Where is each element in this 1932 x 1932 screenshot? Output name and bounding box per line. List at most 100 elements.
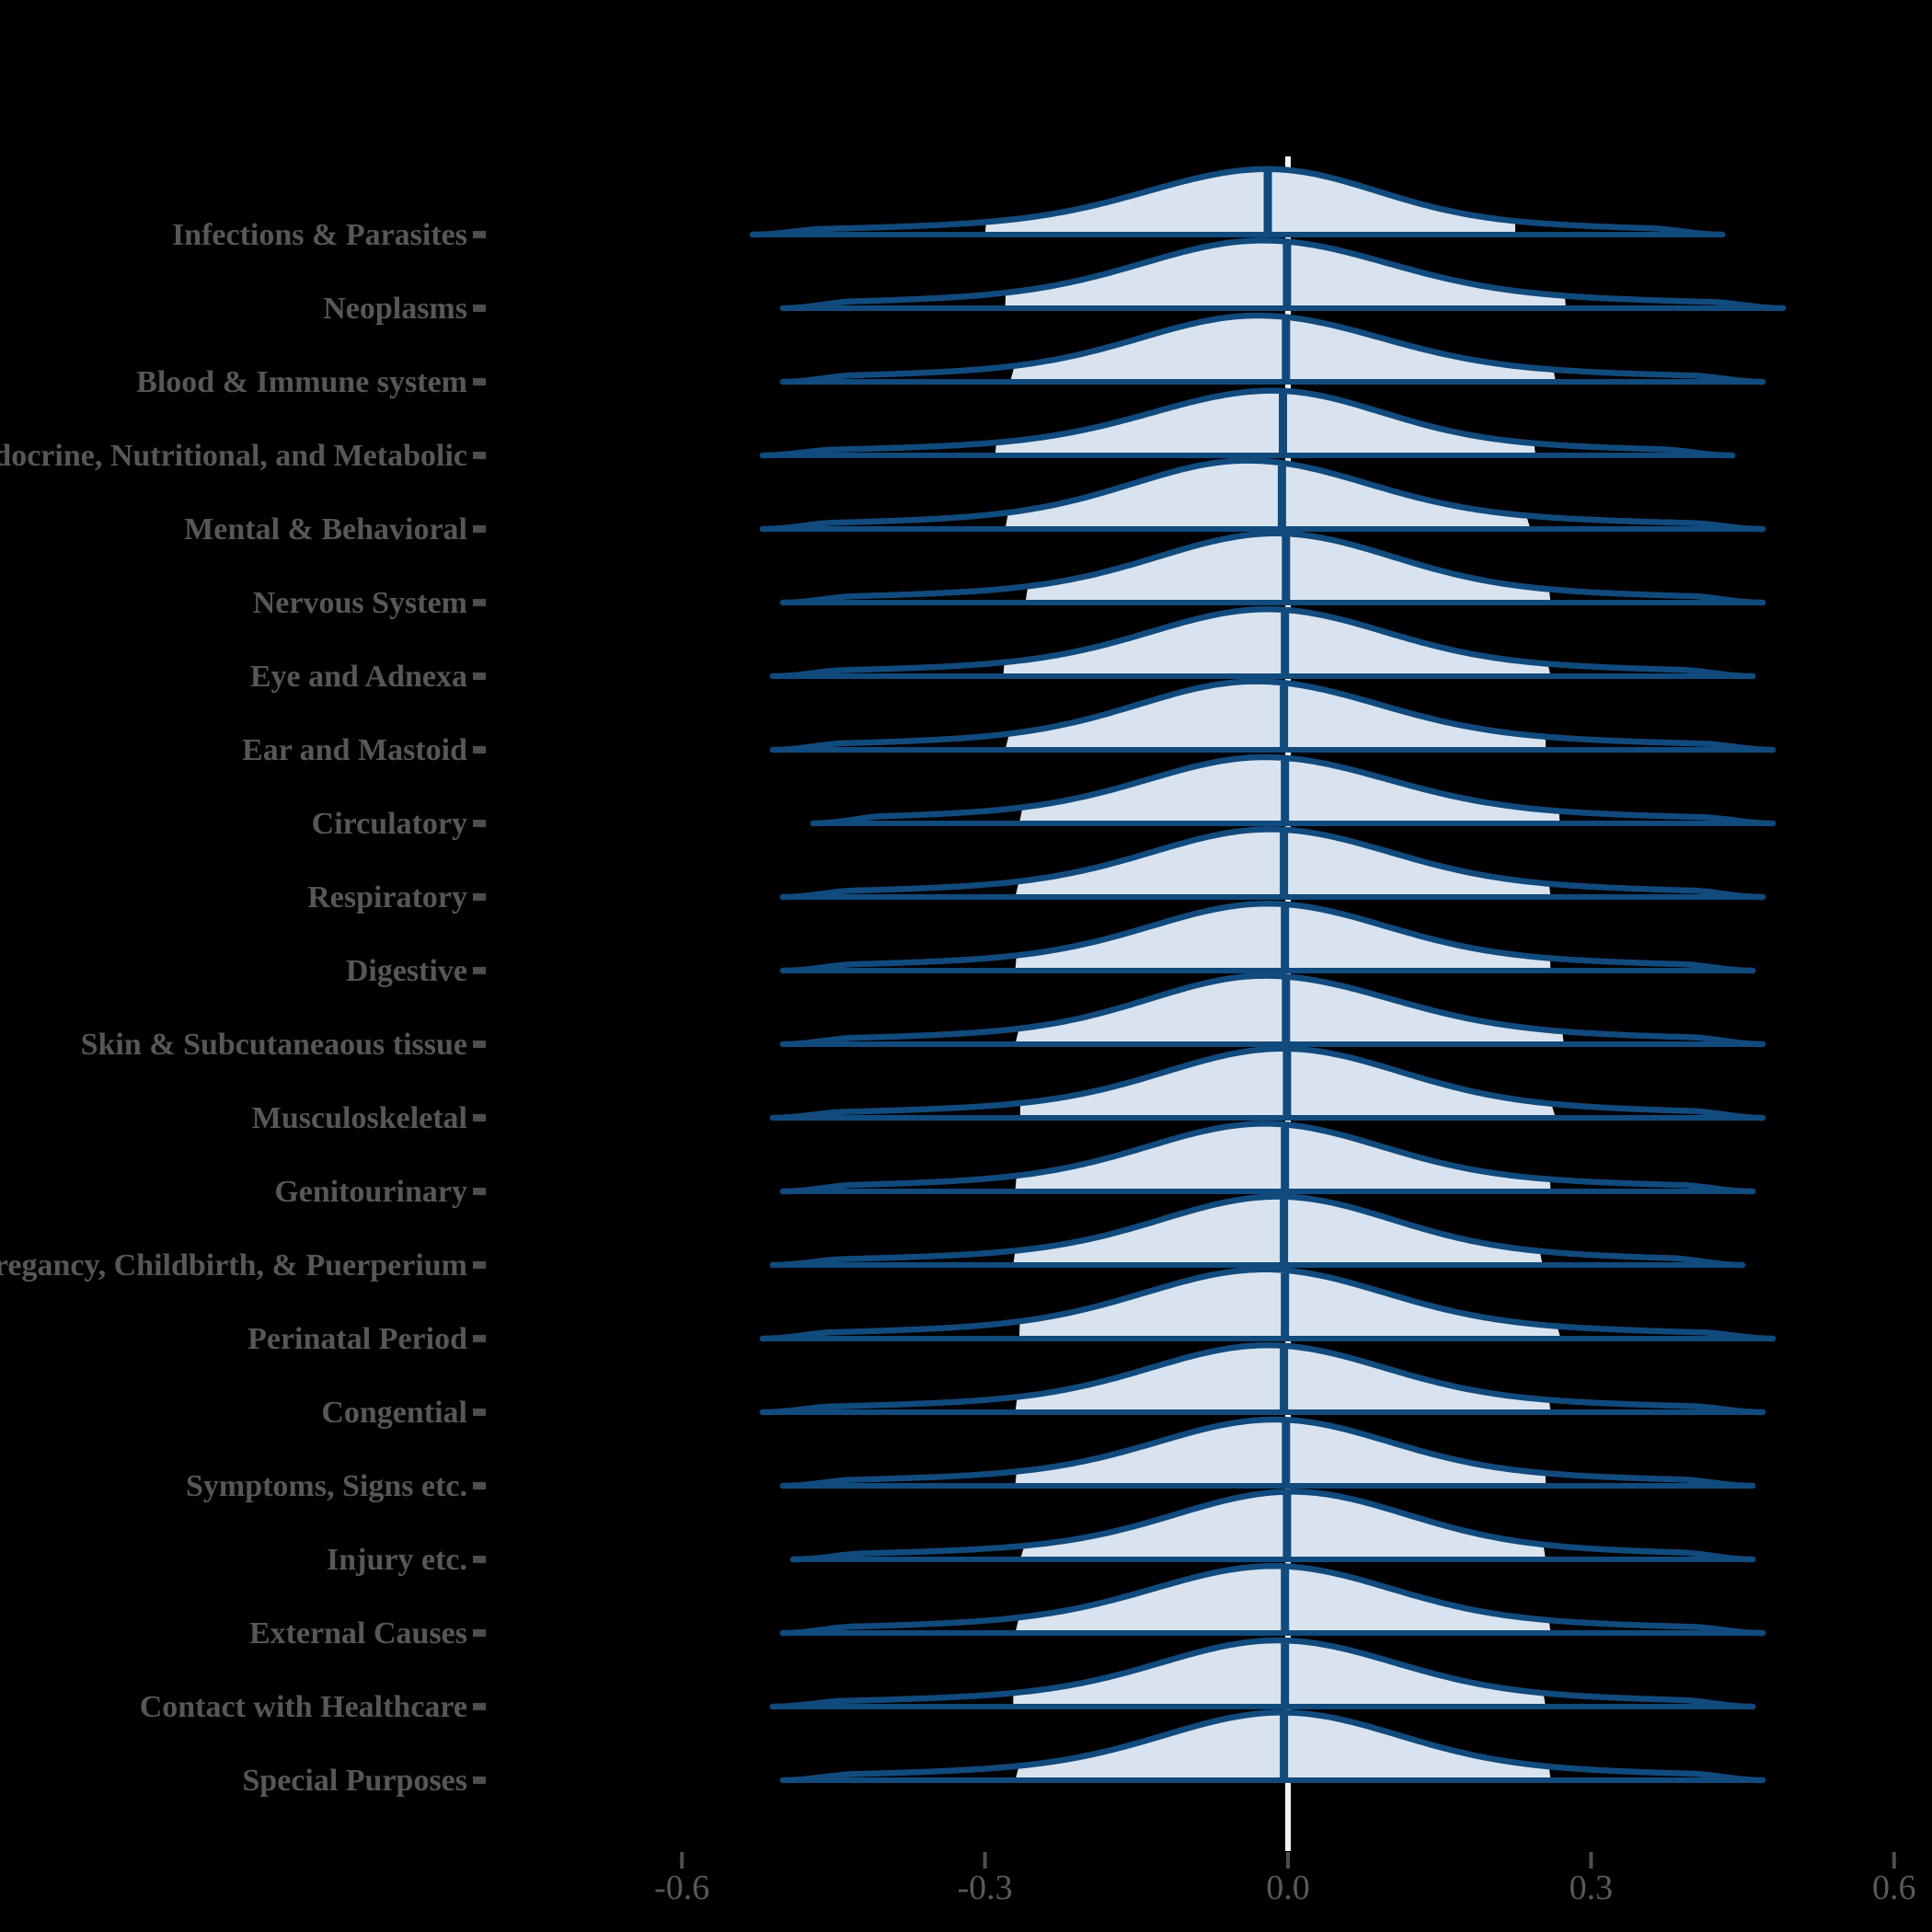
category-label: Pregancy, Childbirth, & Puerperium (0, 1248, 467, 1282)
category-label: Symptoms, Signs etc. (186, 1469, 467, 1503)
category-label: Perinatal Period (247, 1322, 467, 1356)
y-tick-mark (473, 1482, 486, 1489)
ridge-row: Eye and Adnexa (250, 605, 1756, 694)
ridge-row: Injury etc. (327, 1489, 1756, 1577)
y-tick-mark (473, 1777, 486, 1784)
y-tick-mark (473, 1703, 486, 1710)
y-tick-mark (473, 525, 486, 533)
x-tick-label: -0.3 (958, 1869, 1013, 1907)
ridge-row: Nervous System (253, 530, 1766, 620)
density-fill (1018, 1269, 1561, 1339)
density-outline (759, 387, 1736, 459)
ridge-row: Perinatal Period (247, 1266, 1777, 1356)
category-label: Congential (321, 1396, 467, 1430)
density-outline (769, 1193, 1746, 1269)
ridge-row: Symptoms, Signs etc. (186, 1416, 1756, 1503)
density-outline (779, 312, 1766, 385)
y-tick-mark (473, 746, 486, 753)
category-label: Skin & Subcutaneaous tissue (81, 1028, 467, 1062)
density-outline (759, 457, 1766, 533)
category-label: External Causes (249, 1616, 467, 1650)
category-label: Respiratory (307, 880, 467, 914)
density-outline (810, 753, 1777, 827)
ridge-row: External Causes (249, 1562, 1766, 1650)
density-fill (1018, 757, 1560, 823)
y-tick-mark (473, 599, 486, 606)
density-fill (1003, 609, 1551, 676)
y-tick-mark (473, 305, 486, 312)
category-label: Ear and Mastoid (242, 733, 467, 767)
y-tick-mark (473, 1188, 486, 1195)
category-label: Infections & Parasites (172, 218, 467, 252)
category-label: Eye and Adnexa (250, 660, 467, 694)
y-tick-mark (473, 1629, 486, 1637)
density-outline (749, 166, 1726, 238)
ridge-row: Endocrine, Nutritional, and Metabolic (0, 387, 1736, 473)
y-tick-mark (473, 1409, 486, 1416)
category-label: Musculoskeletal (252, 1101, 467, 1135)
y-tick-mark (473, 1114, 486, 1121)
ridge-row: Genitourinary (274, 1121, 1756, 1209)
ridge-row: Blood & Immune system (136, 312, 1766, 399)
density-outline (779, 1709, 1766, 1784)
x-tick-label: -0.6 (654, 1869, 709, 1907)
category-label: Circulatory (312, 807, 467, 841)
density-outline (789, 1489, 1756, 1563)
category-label: Genitourinary (274, 1175, 467, 1209)
density-fill (984, 168, 1515, 235)
density-fill (1013, 1640, 1546, 1707)
category-label: Special Purposes (242, 1764, 467, 1798)
density-outline (769, 1045, 1766, 1121)
category-label: Digestive (346, 954, 467, 988)
y-tick-mark (473, 1041, 486, 1048)
density-outline (759, 1341, 1766, 1416)
density-outline (779, 972, 1766, 1048)
y-tick-mark (473, 378, 486, 385)
ridge-row: Mental & Behavioral (184, 457, 1766, 546)
ridge-row: Circulatory (312, 753, 1777, 841)
ridge-row: Infections & Parasites (172, 166, 1726, 252)
density-outline (779, 530, 1766, 606)
density-outline (779, 1121, 1756, 1195)
ridge-row: Digestive (346, 900, 1756, 988)
y-tick-mark (473, 452, 486, 459)
category-label: Nervous System (253, 586, 467, 620)
y-tick-mark (473, 231, 486, 238)
category-label: Injury etc. (327, 1543, 467, 1577)
x-tick-label: 0.6 (1872, 1869, 1916, 1907)
ridge-row: Skin & Subcutaneaous tissue (81, 972, 1766, 1062)
category-label: Contact with Healthcare (140, 1690, 467, 1724)
category-label: Blood & Immune system (136, 365, 467, 399)
density-outline (769, 605, 1756, 680)
ridge-row: Ear and Mastoid (242, 678, 1777, 767)
density-outline (769, 1637, 1756, 1710)
density-outline (779, 1562, 1766, 1637)
density-outline (779, 237, 1787, 312)
y-tick-mark (473, 967, 486, 974)
category-label: Endocrine, Nutritional, and Metabolic (0, 439, 467, 473)
density-outline (779, 826, 1766, 901)
ridge-row: Musculoskeletal (252, 1045, 1766, 1135)
density-fill (1013, 1196, 1543, 1265)
category-label: Neoplasms (323, 292, 467, 326)
category-label: Mental & Behavioral (184, 512, 467, 546)
density-outline (779, 900, 1756, 974)
y-tick-mark (473, 1335, 486, 1342)
density-fill (1005, 681, 1546, 750)
ridge-row: Congential (321, 1341, 1766, 1430)
ridge-row: Pregancy, Childbirth, & Puerperium (0, 1193, 1746, 1282)
ridge-row: Neoplasms (323, 237, 1787, 326)
density-fill (1015, 1420, 1546, 1486)
density-fill (1005, 460, 1531, 529)
x-tick-label: 0.0 (1266, 1869, 1310, 1907)
density-outline (779, 1416, 1756, 1489)
ridge-row: Special Purposes (242, 1709, 1766, 1798)
y-tick-mark (473, 673, 486, 680)
y-tick-mark (473, 893, 486, 901)
density-fill (995, 390, 1535, 455)
density-outline (769, 678, 1777, 753)
density-outline (759, 1266, 1777, 1342)
